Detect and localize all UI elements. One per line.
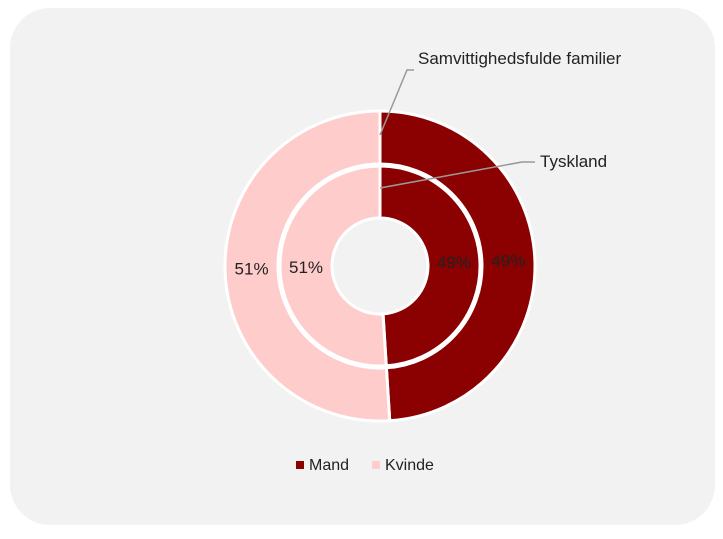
leader-line xyxy=(379,69,414,136)
value-label: 49% xyxy=(491,251,525,270)
card xyxy=(10,8,715,525)
donut-segment xyxy=(278,164,388,368)
legend-label: Mand xyxy=(309,457,349,474)
value-label: 49% xyxy=(437,253,471,272)
donut-segment xyxy=(378,109,537,423)
inner-series-label: Tyskland xyxy=(540,152,608,171)
legend-swatch xyxy=(296,461,304,469)
donut-segment xyxy=(378,164,482,368)
legend-swatch xyxy=(372,461,380,469)
value-label: 51% xyxy=(289,258,323,277)
donut-segment xyxy=(223,109,392,423)
value-label: 51% xyxy=(235,260,269,279)
legend-label: Kvinde xyxy=(385,457,434,474)
outer-series-label: Samvittighedsfulde familier xyxy=(418,49,622,68)
leader-line xyxy=(379,161,535,189)
